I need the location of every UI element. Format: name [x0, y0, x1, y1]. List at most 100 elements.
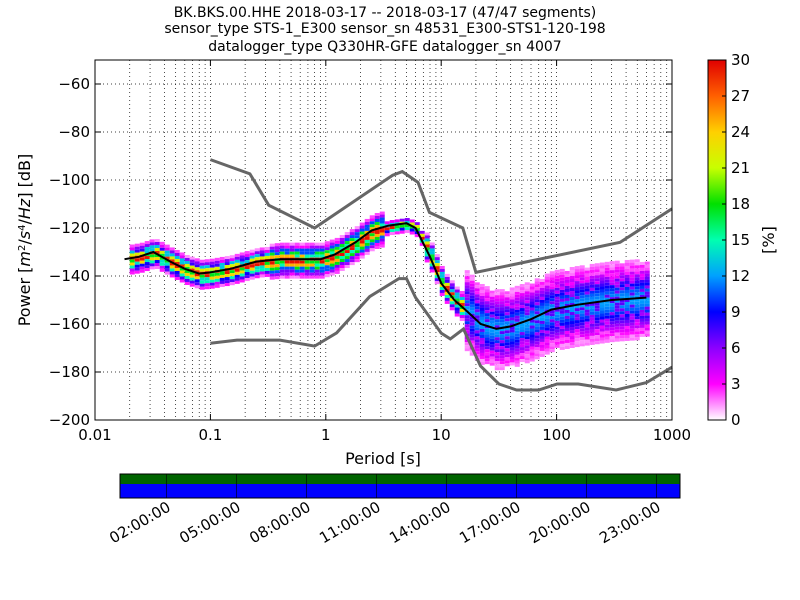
density-cell: [514, 327, 520, 331]
density-cell: [504, 315, 510, 319]
density-cell: [339, 238, 345, 242]
density-cell: [469, 283, 475, 287]
density-cell: [504, 312, 510, 316]
density-cell: [549, 319, 555, 323]
density-cell: [494, 304, 500, 308]
density-cell: [539, 335, 545, 339]
density-cell: [309, 242, 315, 246]
density-cell: [644, 279, 650, 283]
density-cell: [579, 307, 585, 311]
density-cell: [534, 284, 540, 288]
density-cell: [464, 306, 470, 310]
x-tick-label: 0.1: [198, 426, 222, 444]
density-cell: [584, 324, 590, 328]
density-cell: [594, 272, 600, 276]
density-cell: [234, 277, 240, 281]
density-cell: [529, 358, 535, 362]
density-cell: [604, 333, 610, 337]
density-cell: [409, 222, 415, 226]
density-cell: [634, 316, 640, 320]
density-cell: [579, 274, 585, 278]
density-cell: [144, 259, 150, 263]
density-cell: [459, 309, 465, 313]
density-cell: [499, 367, 505, 371]
density-cell: [484, 337, 490, 341]
density-cell: [629, 286, 635, 290]
density-cell: [624, 331, 630, 335]
density-cell: [279, 275, 285, 279]
density-cell: [584, 321, 590, 325]
density-cell: [479, 307, 485, 311]
density-cell: [614, 281, 620, 285]
density-cell: [339, 247, 345, 251]
density-cell: [609, 339, 615, 343]
density-cell: [209, 282, 215, 286]
density-cell: [594, 290, 600, 294]
density-cell: [619, 290, 625, 294]
density-cell: [564, 315, 570, 319]
density-cell: [279, 242, 285, 246]
density-cell: [574, 320, 580, 324]
density-cell: [224, 256, 230, 260]
density-cell: [554, 329, 560, 333]
density-cell: [579, 322, 585, 326]
density-cell: [509, 332, 515, 336]
density-cell: [384, 230, 390, 234]
density-cell: [274, 243, 280, 247]
density-cell: [569, 273, 575, 277]
density-cell: [634, 265, 640, 269]
density-cell: [354, 244, 360, 248]
density-cell: [444, 282, 450, 286]
density-cell: [489, 320, 495, 324]
density-cell: [304, 266, 310, 270]
density-cell: [524, 351, 530, 355]
density-cell: [554, 335, 560, 339]
density-cell: [589, 266, 595, 270]
density-cell: [484, 343, 490, 347]
density-cell: [319, 260, 325, 264]
density-cell: [529, 340, 535, 344]
density-cell: [204, 268, 210, 272]
density-cell: [359, 255, 365, 259]
density-cell: [184, 254, 190, 258]
density-cell: [509, 356, 515, 360]
density-cell: [239, 258, 245, 262]
density-cell: [269, 252, 275, 256]
density-cell: [479, 340, 485, 344]
density-cell: [224, 262, 230, 266]
density-cell: [289, 269, 295, 273]
density-cell: [549, 313, 555, 317]
density-cell: [509, 314, 515, 318]
density-cell: [389, 232, 395, 236]
density-cell: [464, 285, 470, 289]
density-cell: [179, 267, 185, 271]
density-cell: [629, 301, 635, 305]
density-cell: [584, 294, 590, 298]
density-cell: [554, 308, 560, 312]
density-cell: [479, 316, 485, 320]
density-cell: [524, 306, 530, 310]
density-cell: [594, 281, 600, 285]
density-cell: [154, 263, 160, 267]
colorbar-tick-label: 3: [731, 375, 741, 393]
density-cell: [519, 317, 525, 321]
density-cell: [284, 248, 290, 252]
density-cell: [524, 282, 530, 286]
density-cell: [249, 270, 255, 274]
density-cell: [589, 287, 595, 291]
density-cell: [594, 323, 600, 327]
density-cell: [179, 264, 185, 268]
density-cell: [494, 298, 500, 302]
density-cell: [639, 333, 645, 337]
density-cell: [494, 352, 500, 356]
density-cell: [584, 297, 590, 301]
density-cell: [504, 303, 510, 307]
density-cell: [599, 277, 605, 281]
density-cell: [644, 303, 650, 307]
density-cell: [554, 290, 560, 294]
density-cell: [609, 306, 615, 310]
density-cell: [579, 331, 585, 335]
density-cell: [574, 281, 580, 285]
density-cell: [279, 263, 285, 267]
density-cell: [614, 293, 620, 297]
